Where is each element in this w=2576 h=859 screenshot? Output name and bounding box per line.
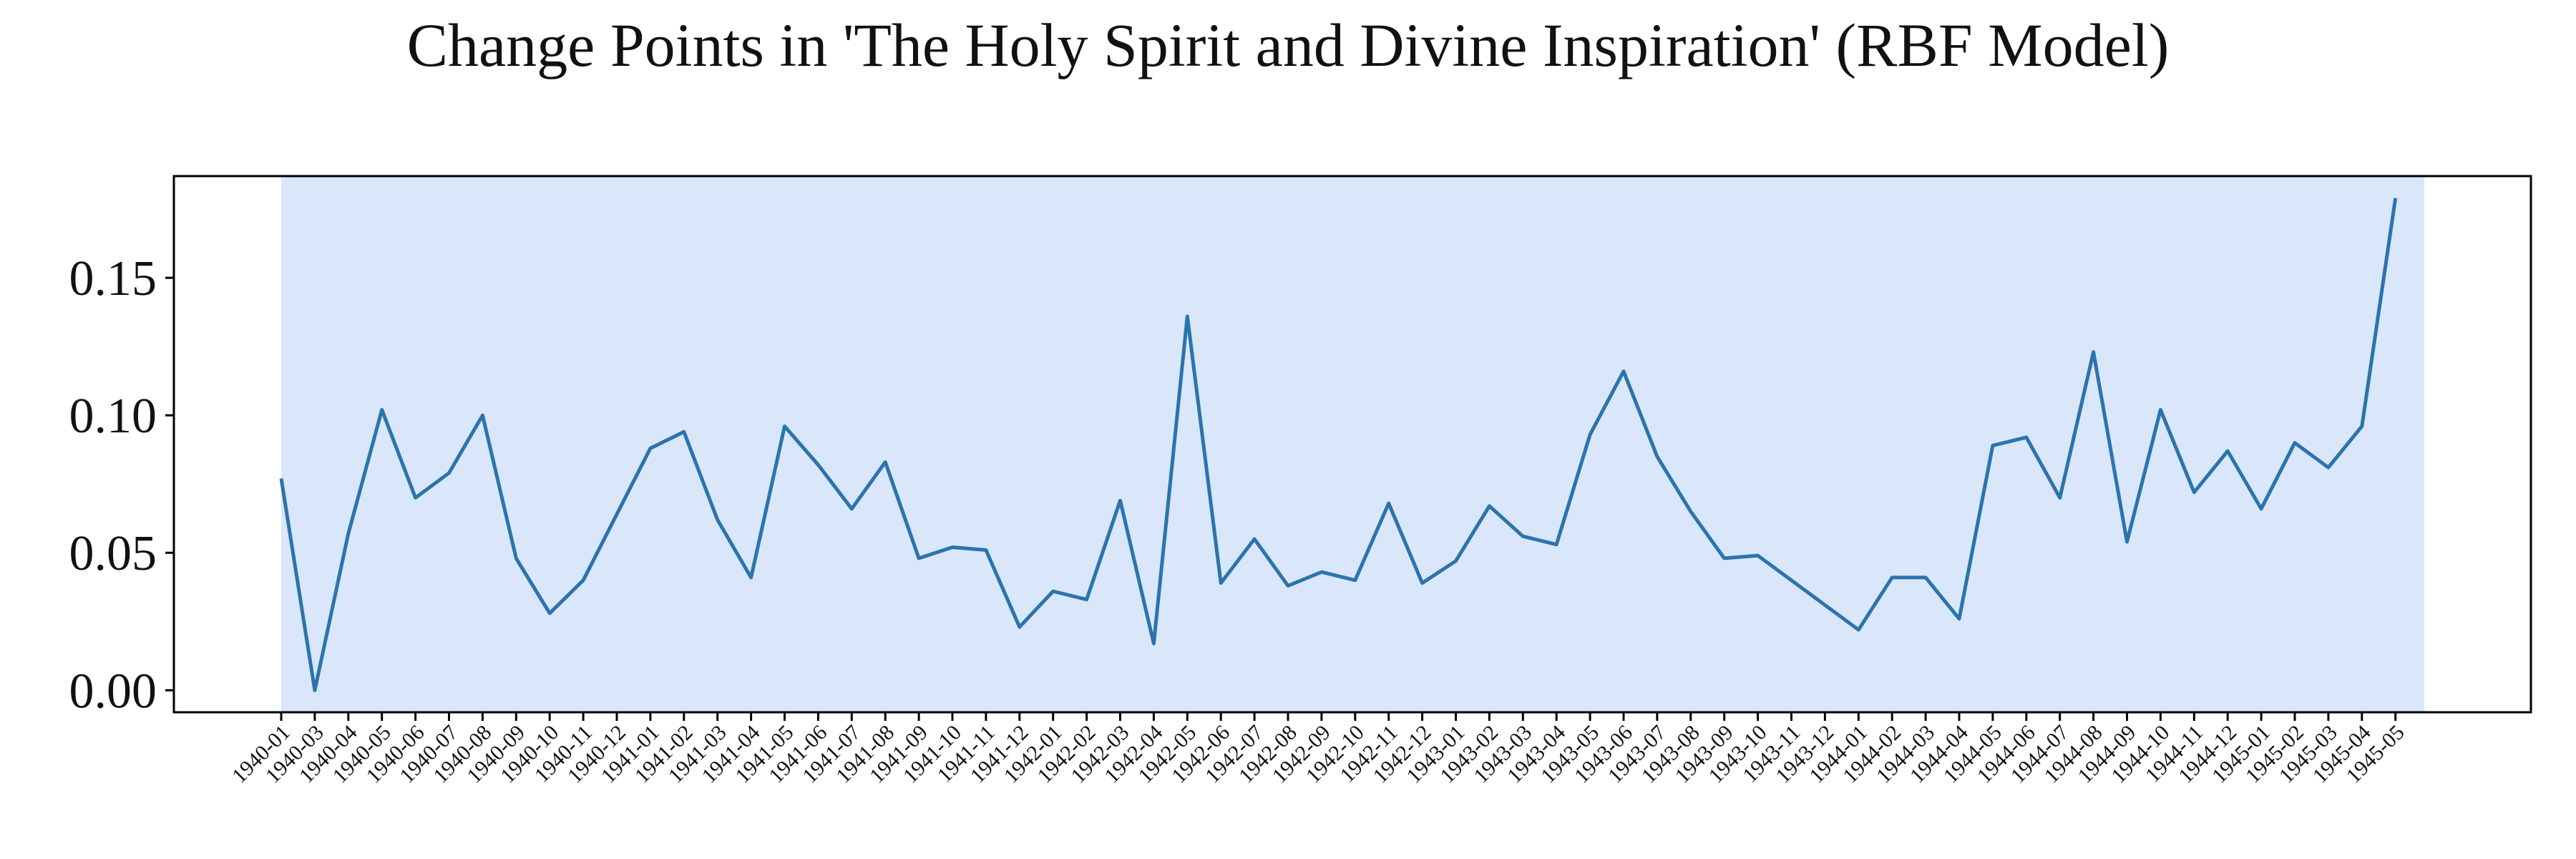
highlight-region [281,176,2424,712]
y-tick-label: 0.10 [69,389,157,444]
y-tick-label: 0.05 [69,526,157,581]
y-axis: 0.00 0.05 0.10 0.15 [69,251,174,719]
series-line [279,198,2398,692]
chart-title: Change Points in 'The Holy Spirit and Di… [406,11,2170,79]
plot-frame [172,175,2532,714]
x-axis: 1940-011940-031940-041940-051940-061940-… [228,712,2409,788]
y-tick-label: 0.00 [69,664,157,719]
y-tick-label: 0.15 [69,251,157,306]
